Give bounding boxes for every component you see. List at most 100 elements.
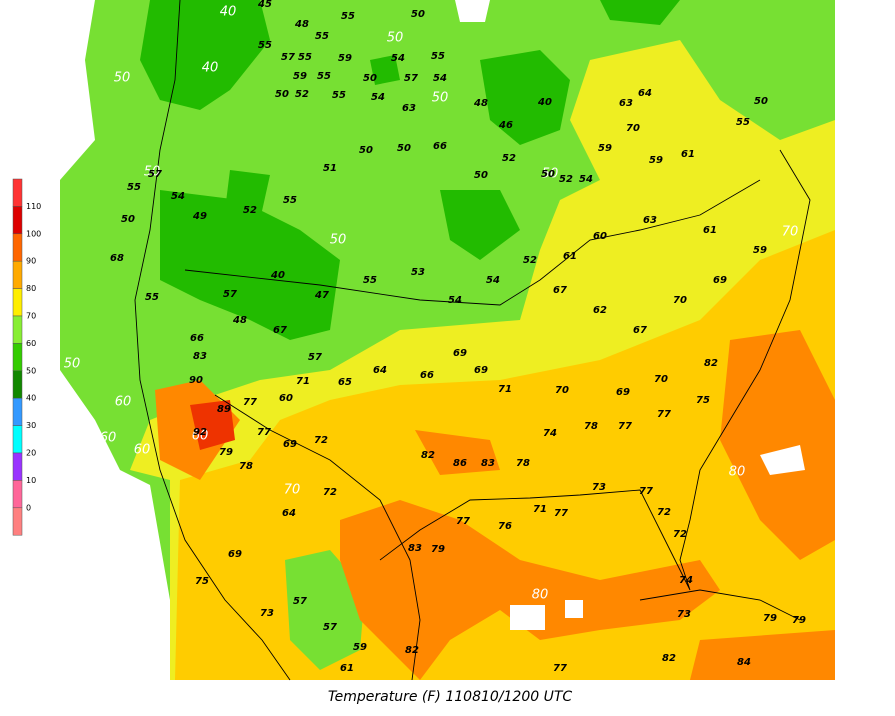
station-value: 86 xyxy=(453,458,467,469)
borders xyxy=(134,0,811,681)
station-value: 57 xyxy=(223,289,237,300)
station-value: 55 xyxy=(431,51,445,62)
station-value: 57 xyxy=(293,596,307,607)
legend-swatch xyxy=(12,260,23,289)
station-value: 69 xyxy=(616,387,630,398)
station-value: 70 xyxy=(673,295,687,306)
border xyxy=(214,394,421,681)
station-value: 49 xyxy=(192,211,207,222)
station-value: 77 xyxy=(639,486,653,497)
contour-label: 50 xyxy=(432,91,449,106)
region-60-green-south xyxy=(285,550,365,670)
station-value: 77 xyxy=(657,409,671,420)
station-value: 50 xyxy=(754,96,768,107)
station-value: 64 xyxy=(638,88,652,99)
station-value: 73 xyxy=(677,609,691,620)
station-value: 50 xyxy=(397,143,411,154)
station-value: 54 xyxy=(391,53,405,64)
station-value: 50 xyxy=(275,89,289,100)
station-value: 69 xyxy=(228,549,242,560)
station-value: 59 xyxy=(353,642,367,653)
legend-swatch xyxy=(12,206,23,235)
station-value: 64 xyxy=(282,508,296,519)
station-value: 55 xyxy=(341,11,355,22)
legend-label: 30 xyxy=(26,421,36,430)
contour-label: 40 xyxy=(220,5,237,20)
contour-label: 80 xyxy=(532,588,549,603)
station-value: 59 xyxy=(753,245,767,256)
station-value: 63 xyxy=(402,103,416,114)
station-value: 64 xyxy=(373,365,387,376)
station-value: 90 xyxy=(189,375,203,386)
border xyxy=(184,179,761,306)
station-value: 40 xyxy=(270,270,285,281)
station-value: 77 xyxy=(243,397,257,408)
station-value: 73 xyxy=(260,608,274,619)
station-value: 55 xyxy=(283,195,297,206)
station-value: 59 xyxy=(649,155,663,166)
legend-swatch xyxy=(12,397,23,426)
station-value: 50 xyxy=(121,214,135,225)
station-value: 62 xyxy=(593,305,607,316)
station-value: 67 xyxy=(633,325,647,336)
legend-label: 20 xyxy=(26,449,36,458)
station-value: 77 xyxy=(618,421,632,432)
legend-swatch xyxy=(12,507,23,536)
station-value: 71 xyxy=(533,504,547,515)
station-value: 82 xyxy=(704,358,718,369)
station-value: 55 xyxy=(317,71,331,82)
station-value: 50 xyxy=(541,169,555,180)
station-value: 48 xyxy=(294,19,309,30)
station-value: 67 xyxy=(553,285,567,296)
contour-label: 40 xyxy=(202,61,219,76)
station-value: 66 xyxy=(420,370,434,381)
station-value: 61 xyxy=(563,251,577,262)
station-value: 60 xyxy=(593,231,607,242)
contour-label: 60 xyxy=(115,395,132,410)
station-value: 52 xyxy=(559,174,573,185)
station-value: 54 xyxy=(371,92,385,103)
station-value: 77 xyxy=(554,508,568,519)
station-value: 57 xyxy=(308,352,322,363)
station-value: 77 xyxy=(553,663,567,674)
station-value: 57 xyxy=(148,169,162,180)
station-value: 69 xyxy=(453,348,467,359)
legend-swatch xyxy=(12,288,23,317)
legend-label: 70 xyxy=(26,312,36,321)
station-value: 79 xyxy=(763,613,777,624)
legend-swatch xyxy=(12,452,23,481)
station-value: 61 xyxy=(340,663,354,674)
contour-label: 50 xyxy=(387,31,404,46)
legend-swatch xyxy=(12,178,23,207)
station-value: 52 xyxy=(523,255,537,266)
region-90-100 xyxy=(190,400,235,450)
contour-label: 60 xyxy=(100,431,117,446)
station-value: 82 xyxy=(421,450,435,461)
legend-label: 40 xyxy=(26,394,36,403)
station-value: 82 xyxy=(405,645,419,656)
contour-labels: 40 40 50 50 50 50 50 50 50 60 60 60 60 70 70 80 80 xyxy=(64,5,799,603)
station-value: 63 xyxy=(643,215,657,226)
station-value: 57 xyxy=(404,73,418,84)
station-value: 54 xyxy=(433,73,447,84)
legend-swatch xyxy=(12,315,23,344)
station-value: 55 xyxy=(363,275,377,286)
station-value: 45 xyxy=(257,0,272,10)
legend-swatch xyxy=(12,425,23,454)
station-value: 54 xyxy=(448,295,462,306)
station-value: 83 xyxy=(408,543,422,554)
legend-label: 10 xyxy=(26,476,36,485)
station-value: 83 xyxy=(481,458,495,469)
legend-swatch xyxy=(12,480,23,509)
station-value: 74 xyxy=(543,428,557,439)
station-value: 52 xyxy=(295,89,309,100)
legend-swatch xyxy=(12,370,23,399)
station-value: 51 xyxy=(323,163,337,174)
station-value: 74 xyxy=(679,575,693,586)
station-value: 48 xyxy=(473,98,488,109)
station-value: 46 xyxy=(498,120,513,131)
station-value: 69 xyxy=(474,365,488,376)
contour-label: 60 xyxy=(134,443,151,458)
